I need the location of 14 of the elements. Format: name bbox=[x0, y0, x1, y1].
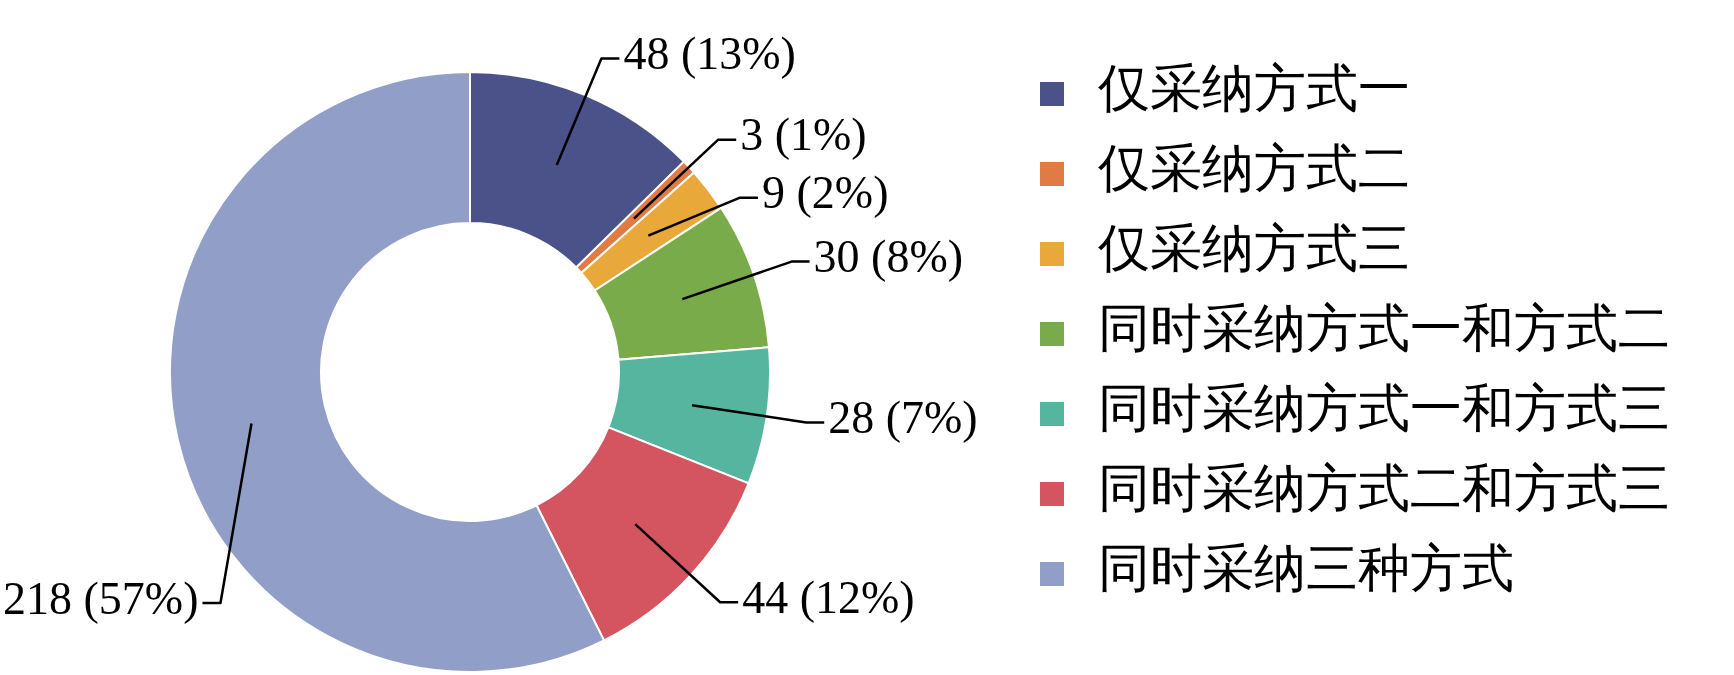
data-label: 9 (2%) bbox=[762, 167, 889, 219]
legend-label: 仅采纳方式三 bbox=[1098, 219, 1410, 277]
data-label: 48 (13%) bbox=[623, 27, 796, 79]
data-label: 218 (57%) bbox=[3, 572, 199, 624]
legend-label: 同时采纳方式一和方式二 bbox=[1098, 299, 1670, 357]
data-label: 28 (7%) bbox=[828, 391, 978, 443]
data-label: 30 (8%) bbox=[813, 231, 964, 283]
data-label: 44 (12%) bbox=[742, 571, 915, 623]
legend-label: 同时采纳方式一和方式三 bbox=[1098, 379, 1670, 437]
legend-label: 仅采纳方式一 bbox=[1098, 59, 1410, 117]
legend-label: 仅采纳方式二 bbox=[1098, 139, 1410, 197]
data-label: 3 (1%) bbox=[740, 109, 867, 161]
legend-label: 同时采纳三种方式 bbox=[1098, 539, 1514, 597]
legend-label: 同时采纳方式二和方式三 bbox=[1098, 459, 1670, 517]
